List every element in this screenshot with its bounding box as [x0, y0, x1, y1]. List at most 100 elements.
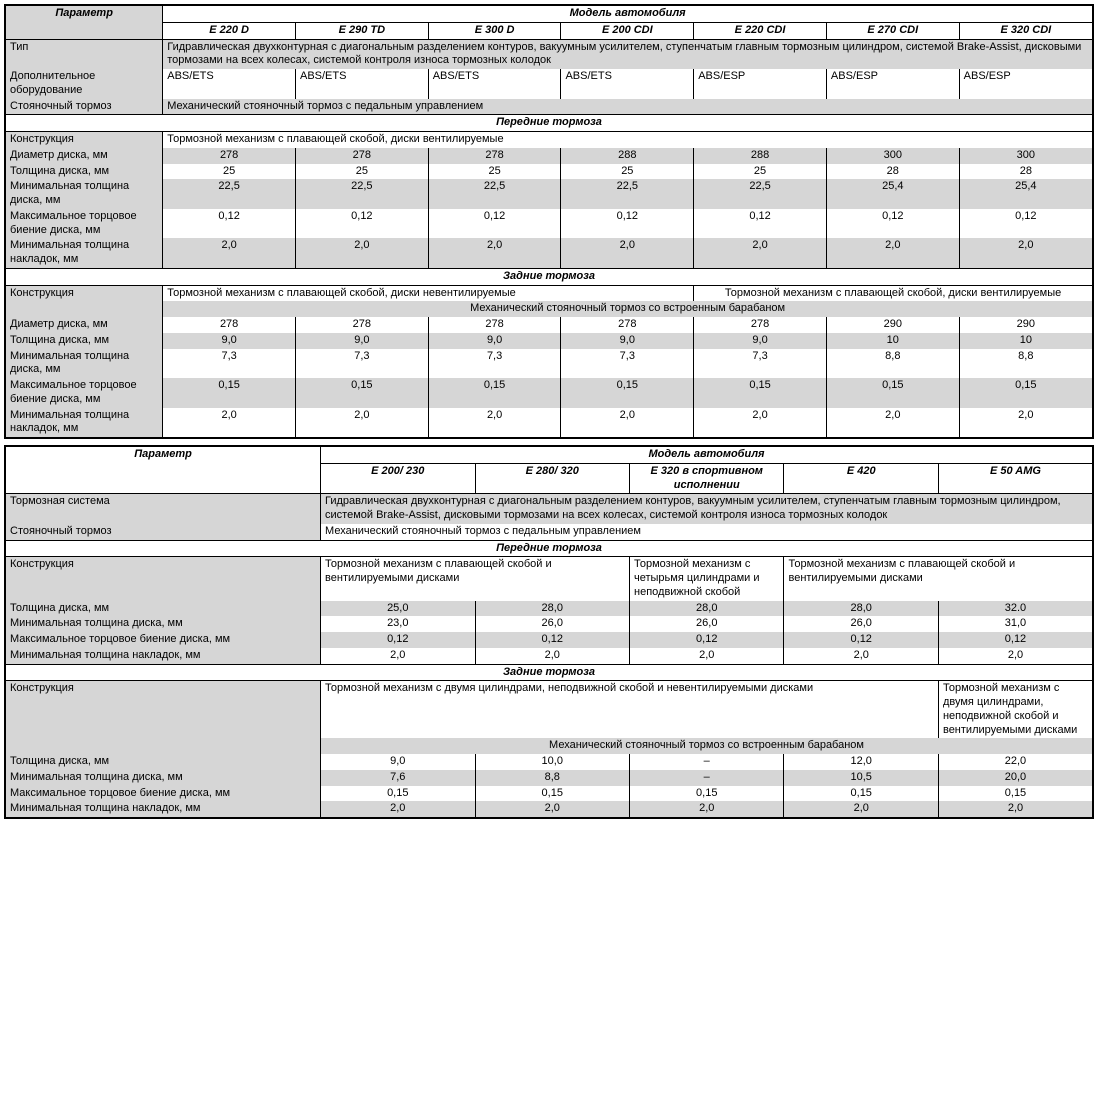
param-label: Диаметр диска, мм — [5, 148, 163, 164]
section-row: Задние тормоза — [5, 268, 1093, 285]
table-row: Конструкция Тормозной механизм с плавающ… — [5, 285, 1093, 301]
span-text: Механический стояночный тормоз с педальн… — [321, 524, 1093, 540]
param-label: Стояночный тормоз — [5, 99, 163, 115]
data-cell: 0,15 — [428, 378, 561, 408]
data-cell: 8,8 — [959, 349, 1093, 379]
data-cell: – — [630, 770, 784, 786]
data-cell: 28,0 — [630, 601, 784, 617]
param-label: Максимальное торцовое биение диска, мм — [5, 378, 163, 408]
span-text: Тормозной механизм с двумя цилиндрами, н… — [321, 681, 939, 739]
data-cell: 278 — [163, 148, 296, 164]
data-cell: 2,0 — [938, 801, 1093, 818]
brake-spec-table-1: Параметр Модель автомобиля E 220 D E 290… — [4, 4, 1094, 439]
param-label: Диаметр диска, мм — [5, 317, 163, 333]
table-row: Максимальное торцовое биение диска, мм0,… — [5, 209, 1093, 239]
span-text: Тормозной механизм с плавающей скобой и … — [784, 557, 1093, 601]
param-header: Параметр — [5, 5, 163, 39]
data-cell: 10 — [959, 333, 1093, 349]
data-cell: 12,0 — [784, 754, 938, 770]
table-row: Минимальная толщина накладок, мм2,02,02,… — [5, 238, 1093, 268]
data-cell: 25 — [295, 164, 428, 180]
data-cell: 2,0 — [428, 408, 561, 439]
table-row: Диаметр диска, мм278278278288288300300 — [5, 148, 1093, 164]
span-text: Гидравлическая двухконтурная с диагональ… — [163, 39, 1093, 69]
data-cell: 278 — [428, 317, 561, 333]
data-cell: ABS/ETS — [295, 69, 428, 99]
data-cell: 0,15 — [630, 786, 784, 802]
table-row: Максимальное торцовое биение диска, мм0,… — [5, 786, 1093, 802]
span-text: Тормозной механизм с плавающей скобой и … — [321, 557, 630, 601]
data-cell: 278 — [163, 317, 296, 333]
data-cell: 22,5 — [295, 179, 428, 209]
param-label: Стояночный тормоз — [5, 524, 321, 540]
table-row: Максимальное торцовое биение диска, мм 0,… — [5, 378, 1093, 408]
table-row: Тормозная система Гидравлическая двухкон… — [5, 494, 1093, 524]
data-cell: 2,0 — [475, 801, 629, 818]
header-row: Параметр Модель автомобиля — [5, 5, 1093, 22]
model-col: E 220 D — [163, 22, 296, 39]
data-cell: 0,15 — [321, 786, 475, 802]
model-col: E 200 CDI — [561, 22, 694, 39]
span-text: Механический стояночный тормоз со встрое… — [321, 738, 1093, 754]
data-cell: 9,0 — [428, 333, 561, 349]
param-label: Минимальная толщина накладок, мм — [5, 801, 321, 818]
data-cell: 0,12 — [295, 209, 428, 239]
model-col: E 420 — [784, 463, 938, 494]
data-cell: 8,8 — [475, 770, 629, 786]
model-col: E 320 в спортивном исполнении — [630, 463, 784, 494]
data-cell: 26,0 — [475, 616, 629, 632]
data-cell: 0,12 — [938, 632, 1093, 648]
table-row: Стояночный тормоз Механический стояночны… — [5, 524, 1093, 540]
data-cell: 9,0 — [295, 333, 428, 349]
data-cell: 32.0 — [938, 601, 1093, 617]
data-cell: 0,12 — [784, 632, 938, 648]
param-label: Минимальная толщина диска, мм — [5, 349, 163, 379]
data-cell: 0,12 — [826, 209, 959, 239]
data-cell: 2,0 — [295, 238, 428, 268]
table-row: Максимальное торцовое биение диска, мм 0,… — [5, 632, 1093, 648]
data-cell: 7,3 — [428, 349, 561, 379]
model-col: E 50 AMG — [938, 463, 1093, 494]
data-cell: – — [630, 754, 784, 770]
table-row: Конструкция Тормозной механизм с двумя ц… — [5, 681, 1093, 739]
data-cell: 25,4 — [826, 179, 959, 209]
table-row: Конструкция Тормозной механизм с плавающ… — [5, 557, 1093, 601]
data-cell: 25,0 — [321, 601, 475, 617]
data-cell: 278 — [428, 148, 561, 164]
data-cell: 0,15 — [959, 378, 1093, 408]
data-cell: 0,15 — [784, 786, 938, 802]
data-cell: ABS/ESP — [694, 69, 827, 99]
data-cell: 28,0 — [784, 601, 938, 617]
data-cell: 10 — [826, 333, 959, 349]
data-cell: 7,3 — [694, 349, 827, 379]
data-cell: 2,0 — [630, 648, 784, 664]
data-cell: 2,0 — [826, 238, 959, 268]
table-row: Дополнительное оборудование ABS/ETS ABS/… — [5, 69, 1093, 99]
data-cell: 9,0 — [561, 333, 694, 349]
data-cell: 2,0 — [784, 648, 938, 664]
data-cell: 25 — [163, 164, 296, 180]
param-label: Конструкция — [5, 681, 321, 754]
data-cell: 23,0 — [321, 616, 475, 632]
table-row: Механический стояночный тормоз со встрое… — [5, 301, 1093, 317]
span-text: Механический стояночный тормоз с педальн… — [163, 99, 1093, 115]
data-cell: 26,0 — [630, 616, 784, 632]
data-cell: 288 — [694, 148, 827, 164]
param-label: Дополнительное оборудование — [5, 69, 163, 99]
data-cell: ABS/ETS — [428, 69, 561, 99]
data-cell: 288 — [561, 148, 694, 164]
data-cell: 0,12 — [694, 209, 827, 239]
section-title: Задние тормоза — [5, 268, 1093, 285]
data-cell: 7,3 — [295, 349, 428, 379]
table-row: Минимальная толщина накладок, мм2,02,02,… — [5, 408, 1093, 439]
data-cell: 2,0 — [784, 801, 938, 818]
table-row: Конструкция Тормозной механизм с плавающ… — [5, 132, 1093, 148]
param-label: Максимальное торцовое биение диска, мм — [5, 632, 321, 648]
header-row: Параметр Модель автомобиля — [5, 446, 1093, 463]
table-row: Минимальная толщина диска, мм22,522,522,… — [5, 179, 1093, 209]
data-cell: 9,0 — [694, 333, 827, 349]
table-row: Минимальная толщина накладок, мм2,02,02,… — [5, 648, 1093, 664]
data-cell: 0,15 — [694, 378, 827, 408]
model-row: E 220 D E 290 TD E 300 D E 200 CDI E 220… — [5, 22, 1093, 39]
data-cell: 278 — [295, 148, 428, 164]
